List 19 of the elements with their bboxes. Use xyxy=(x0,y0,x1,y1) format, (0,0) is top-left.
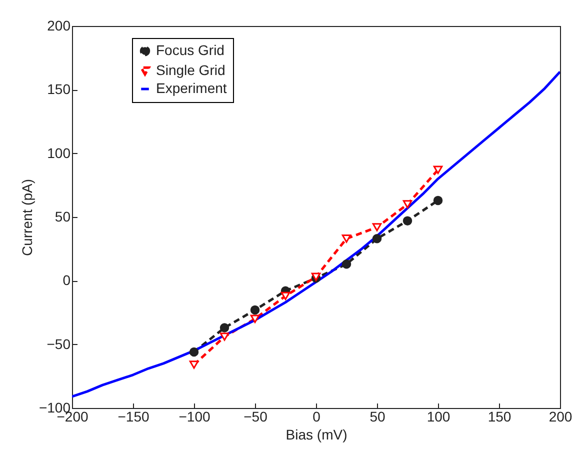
x-tick-label: −50 xyxy=(244,408,268,424)
x-axis-title: Bias (mV) xyxy=(286,426,348,442)
y-tick-label: 0 xyxy=(62,272,71,288)
y-axis-title: Current (pA) xyxy=(18,178,35,256)
y-tick-label: 150 xyxy=(47,81,71,98)
y-tick-label: −50 xyxy=(46,336,71,352)
legend-label: Focus Grid xyxy=(156,42,224,58)
x-tick-label: 50 xyxy=(370,408,386,424)
x-tick-label: 150 xyxy=(488,408,512,424)
x-tick-label: −150 xyxy=(118,408,150,424)
x-tick-label: 200 xyxy=(548,408,572,424)
y-tick-label: 100 xyxy=(47,144,71,161)
x-tick-label: 0 xyxy=(312,408,321,424)
legend-label: Single Grid xyxy=(156,62,226,78)
x-tick-label: −100 xyxy=(178,408,210,424)
x-tick-label: 100 xyxy=(426,408,450,424)
y-tick-label: 50 xyxy=(54,208,71,224)
y-tick-label: 200 xyxy=(47,18,71,34)
legend-label: Experiment xyxy=(156,80,227,96)
